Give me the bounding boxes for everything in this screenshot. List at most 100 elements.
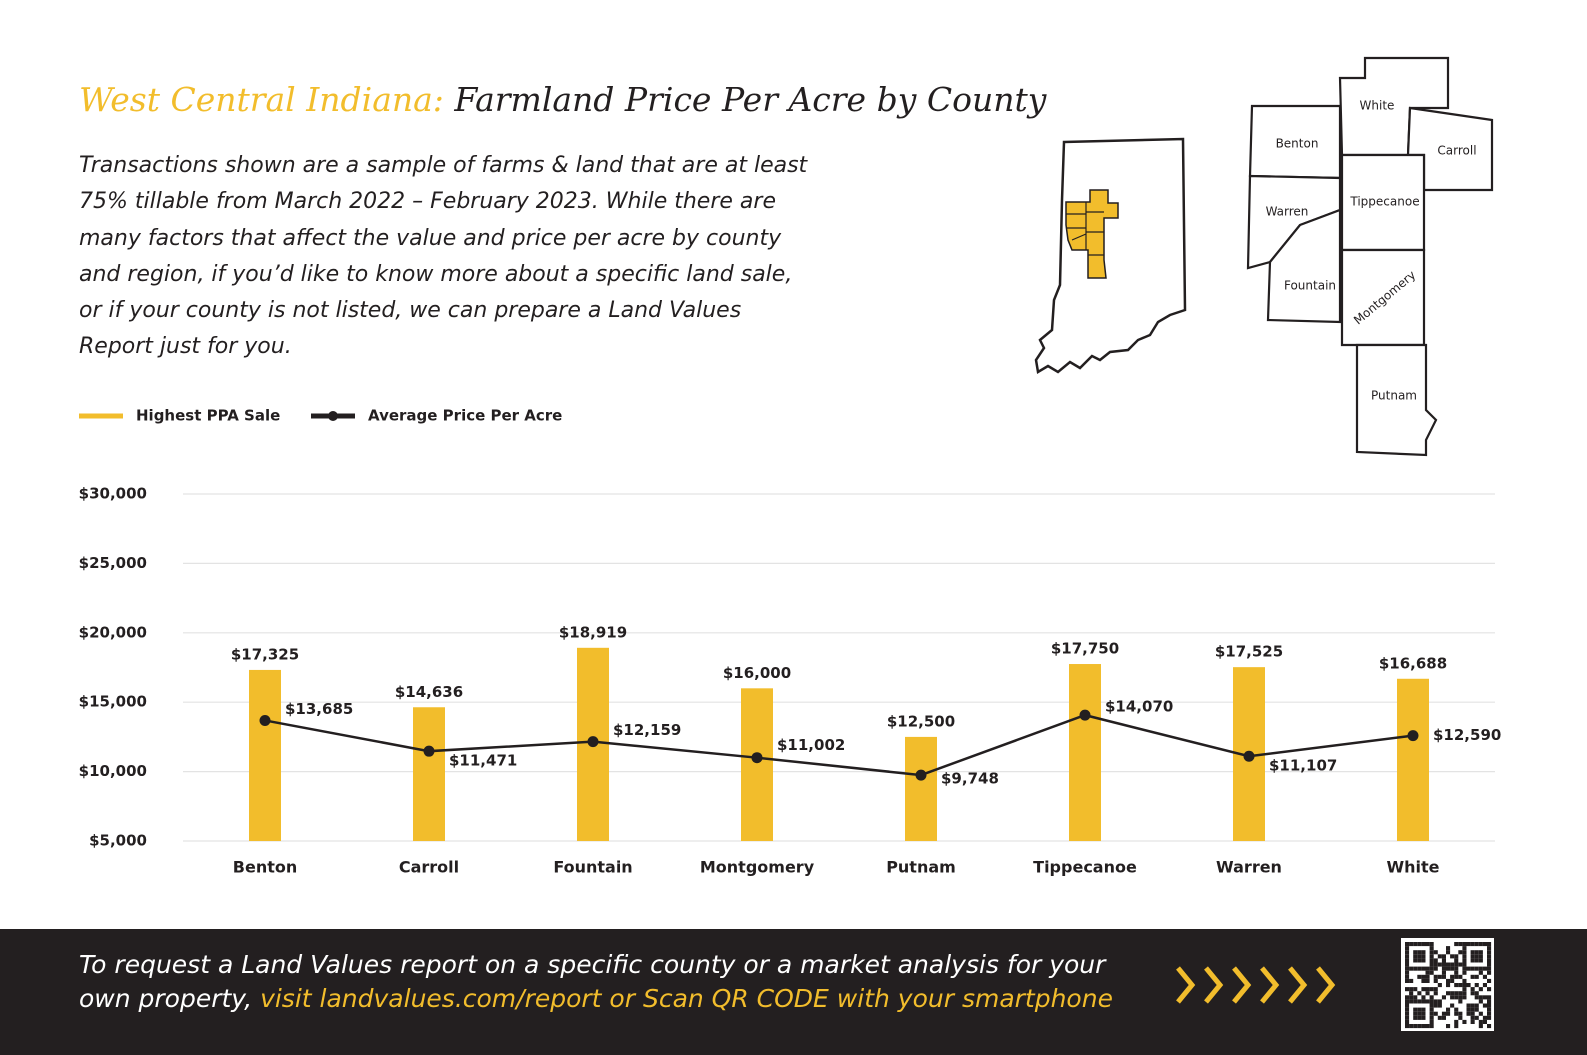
qr-module xyxy=(1429,946,1434,951)
qr-module xyxy=(1421,954,1426,959)
qr-module xyxy=(1454,962,1459,967)
qr-module xyxy=(1405,966,1410,971)
qr-module xyxy=(1450,954,1455,959)
qr-module xyxy=(1482,942,1487,947)
qr-module xyxy=(1470,966,1475,971)
qr-module xyxy=(1429,966,1434,971)
qr-module xyxy=(1405,958,1410,963)
qr-module xyxy=(1437,1015,1442,1020)
qr-module xyxy=(1405,942,1410,947)
qr-module xyxy=(1454,970,1459,975)
qr-module xyxy=(1474,974,1479,979)
qr-module xyxy=(1441,995,1446,1000)
qr-module xyxy=(1413,954,1418,959)
y-tick-label: $25,000 xyxy=(79,554,147,572)
qr-module xyxy=(1454,995,1459,1000)
qr-module xyxy=(1437,983,1442,988)
qr-module xyxy=(1409,991,1414,996)
bar-value-label: $12,500 xyxy=(887,712,955,730)
qr-module xyxy=(1417,958,1422,963)
qr-module xyxy=(1466,966,1471,971)
qr-module xyxy=(1470,954,1475,959)
qr-module xyxy=(1487,962,1492,967)
qr-module xyxy=(1462,962,1467,967)
qr-module xyxy=(1487,966,1492,971)
qr-module xyxy=(1433,974,1438,979)
qr-module xyxy=(1441,974,1446,979)
line-point xyxy=(915,769,927,781)
qr-module xyxy=(1413,966,1418,971)
state-outline xyxy=(1034,137,1187,375)
county-label: Tippecanoe xyxy=(1349,195,1419,209)
x-tick-label: Carroll xyxy=(399,858,459,877)
qr-module xyxy=(1458,983,1463,988)
bar-value-label: $16,688 xyxy=(1379,654,1447,672)
qr-module xyxy=(1437,954,1442,959)
qr-module xyxy=(1474,983,1479,988)
qr-module xyxy=(1450,974,1455,979)
county-label: Putnam xyxy=(1371,389,1417,403)
qr-module xyxy=(1409,995,1414,1000)
qr-module xyxy=(1462,1019,1467,1024)
qr-module xyxy=(1458,1015,1463,1020)
bar-value-label: $17,750 xyxy=(1051,640,1119,658)
qr-module xyxy=(1458,962,1463,967)
qr-module xyxy=(1487,958,1492,963)
x-tick-label: Tippecanoe xyxy=(1033,858,1137,877)
chevron xyxy=(1232,966,1252,1004)
county-map xyxy=(1246,56,1494,457)
qr-module xyxy=(1429,995,1434,1000)
title: West Central Indiana: Farmland Price Per… xyxy=(79,80,1046,119)
qr-module xyxy=(1466,1007,1471,1012)
qr-code[interactable] xyxy=(1401,938,1494,1031)
qr-module xyxy=(1429,1007,1434,1012)
qr-module xyxy=(1487,1003,1492,1008)
qr-module xyxy=(1454,1007,1459,1012)
qr-module xyxy=(1417,1011,1422,1016)
qr-module xyxy=(1417,1024,1422,1029)
footer-link[interactable]: visit landvalues.com/report or Scan QR C… xyxy=(260,984,1113,1013)
qr-module xyxy=(1433,962,1438,967)
qr-module xyxy=(1413,1024,1418,1029)
x-tick-label: Warren xyxy=(1216,858,1282,877)
line-point xyxy=(423,745,435,757)
qr-module xyxy=(1413,942,1418,947)
qr-module xyxy=(1409,987,1414,992)
qr-module xyxy=(1429,1019,1434,1024)
title-lead: West Central Indiana: xyxy=(79,80,444,119)
county-label: Benton xyxy=(1276,137,1319,151)
qr-module xyxy=(1462,950,1467,955)
qr-module xyxy=(1482,995,1487,1000)
qr-module xyxy=(1462,942,1467,947)
qr-module xyxy=(1405,1007,1410,1012)
qr-module xyxy=(1437,962,1442,967)
qr-module xyxy=(1458,974,1463,979)
bar xyxy=(1397,678,1429,841)
qr-module xyxy=(1474,1003,1479,1008)
qr-module xyxy=(1478,954,1483,959)
qr-module xyxy=(1474,995,1479,1000)
qr-module xyxy=(1450,991,1455,996)
qr-module xyxy=(1487,954,1492,959)
highlighted-counties xyxy=(1065,189,1119,279)
qr-module xyxy=(1417,1007,1422,1012)
qr-module xyxy=(1421,942,1426,947)
qr-module xyxy=(1421,999,1426,1004)
qr-module xyxy=(1405,995,1410,1000)
qr-module xyxy=(1474,966,1479,971)
qr-module xyxy=(1413,987,1418,992)
legend-label: Highest PPA Sale xyxy=(136,407,280,425)
qr-module xyxy=(1470,1007,1475,1012)
qr-module xyxy=(1433,999,1438,1004)
qr-module xyxy=(1462,966,1467,971)
qr-module xyxy=(1478,995,1483,1000)
qr-module xyxy=(1482,1015,1487,1020)
qr-module xyxy=(1487,1024,1492,1029)
qr-module xyxy=(1450,966,1455,971)
qr-module xyxy=(1478,950,1483,955)
qr-module xyxy=(1487,1011,1492,1016)
qr-module xyxy=(1474,942,1479,947)
qr-module xyxy=(1446,950,1451,955)
qr-module xyxy=(1446,962,1451,967)
x-tick-label: White xyxy=(1386,858,1439,877)
